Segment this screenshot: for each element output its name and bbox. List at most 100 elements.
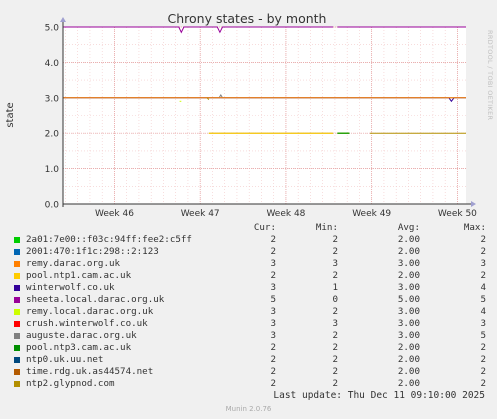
legend-swatch bbox=[14, 333, 20, 339]
legend-name: ntp0.uk.uu.net bbox=[26, 354, 104, 365]
legend: Cur: Min: Avg: Max: 2a01:7e00::f03c:94ff… bbox=[0, 222, 497, 390]
legend-name: auguste.darac.org.uk bbox=[26, 330, 137, 341]
legend-min: 1 bbox=[332, 282, 338, 293]
legend-max: 2 bbox=[480, 270, 486, 281]
legend-min: 2 bbox=[332, 234, 338, 245]
legend-avg: 2.00 bbox=[397, 246, 420, 257]
legend-name: remy.local.darac.org.uk bbox=[26, 306, 154, 317]
series-line bbox=[206, 97, 210, 100]
y-tick-label: 0.0 bbox=[45, 201, 60, 211]
legend-swatch bbox=[14, 237, 20, 243]
legend-name: 2a01:7e00::f03c:94ff:fee2:c5ff bbox=[26, 234, 192, 245]
legend-swatch bbox=[14, 285, 20, 291]
legend-max: 4 bbox=[480, 306, 486, 317]
legend-min: 3 bbox=[332, 258, 338, 269]
legend-min: 2 bbox=[332, 330, 338, 341]
x-tick-label: Week 50 bbox=[438, 209, 477, 219]
legend-min: 2 bbox=[332, 306, 338, 317]
legend-name: pool.ntp3.cam.ac.uk bbox=[26, 342, 132, 353]
legend-min: 0 bbox=[332, 294, 338, 305]
x-tick-label: Week 49 bbox=[352, 209, 391, 219]
legend-header-cur: Cur: bbox=[253, 222, 276, 233]
legend-header-avg: Avg: bbox=[397, 222, 420, 233]
legend-avg: 2.00 bbox=[397, 354, 420, 365]
chart: 0.0 1.0 2.0 3.0 4.0 5.0 Week 46 Week 47 Week 48 W… bbox=[5, 11, 478, 220]
legend-min: 2 bbox=[332, 378, 338, 389]
legend-cur: 2 bbox=[270, 246, 276, 257]
series-line bbox=[63, 26, 334, 34]
chart-title: Chrony states - by month bbox=[168, 11, 327, 26]
y-tick-label: 1.0 bbox=[45, 165, 60, 175]
legend-row: 2a01:7e00::f03c:94ff:fee2:c5ff 2 2 2.00 2 bbox=[0, 234, 497, 246]
legend-row: sheeta.local.darac.org.uk 5 0 5.00 5 bbox=[0, 294, 497, 306]
legend-name: pool.ntp1.cam.ac.uk bbox=[26, 270, 132, 281]
legend-header-min: Min: bbox=[315, 222, 338, 233]
legend-name: remy.darac.org.uk bbox=[26, 258, 121, 269]
legend-cur: 3 bbox=[270, 330, 276, 341]
y-tick-label: 5.0 bbox=[45, 24, 60, 34]
legend-header-max: Max: bbox=[463, 222, 486, 233]
legend-swatch bbox=[14, 309, 20, 315]
legend-name: sheeta.local.darac.org.uk bbox=[26, 294, 165, 305]
legend-max: 2 bbox=[480, 234, 486, 245]
legend-avg: 5.00 bbox=[397, 294, 420, 305]
legend-max: 2 bbox=[480, 354, 486, 365]
legend-avg: 3.00 bbox=[397, 306, 420, 317]
legend-row: ntp0.uk.uu.net 2 2 2.00 2 bbox=[0, 354, 497, 366]
legend-rows: 2a01:7e00::f03c:94ff:fee2:c5ff 2 2 2.00 2 200… bbox=[0, 234, 497, 390]
x-tick-label: Week 46 bbox=[95, 209, 134, 219]
legend-min: 2 bbox=[332, 366, 338, 377]
y-tick-label: 4.0 bbox=[45, 59, 60, 69]
legend-avg: 2.00 bbox=[397, 378, 420, 389]
legend-swatch bbox=[14, 321, 20, 327]
y-axis-label: state bbox=[5, 102, 16, 127]
legend-max: 2 bbox=[480, 342, 486, 353]
y-tick-label: 2.0 bbox=[45, 130, 60, 140]
legend-row: winterwolf.co.uk 3 1 3.00 4 bbox=[0, 282, 497, 294]
legend-row: pool.ntp1.cam.ac.uk 2 2 2.00 2 bbox=[0, 270, 497, 282]
legend-name: time.rdg.uk.as44574.net bbox=[26, 366, 154, 377]
x-tick-label: Week 47 bbox=[181, 209, 220, 219]
tick-labels: 0.0 1.0 2.0 3.0 4.0 5.0 Week 46 Week 47 Week 48 W… bbox=[45, 24, 478, 220]
legend-row: time.rdg.uk.as44574.net 2 2 2.00 2 bbox=[0, 366, 497, 378]
legend-row: crush.winterwolf.co.uk 3 3 3.00 3 bbox=[0, 318, 497, 330]
legend-min: 2 bbox=[332, 270, 338, 281]
x-tick-label: Week 48 bbox=[266, 209, 305, 219]
legend-row: 2001:470:1f1c:298::2:123 2 2 2.00 2 bbox=[0, 246, 497, 258]
legend-swatch bbox=[14, 369, 20, 375]
x-axis-arrow bbox=[471, 201, 476, 207]
legend-cur: 2 bbox=[270, 342, 276, 353]
legend-row: remy.local.darac.org.uk 3 2 3.00 4 bbox=[0, 306, 497, 318]
y-axis-arrow bbox=[60, 17, 66, 22]
legend-row: pool.ntp3.cam.ac.uk 2 2 2.00 2 bbox=[0, 342, 497, 354]
legend-min: 2 bbox=[332, 342, 338, 353]
legend-max: 3 bbox=[480, 258, 486, 269]
legend-avg: 2.00 bbox=[397, 234, 420, 245]
legend-swatch bbox=[14, 261, 20, 267]
legend-avg: 2.00 bbox=[397, 342, 420, 353]
legend-name: crush.winterwolf.co.uk bbox=[26, 318, 148, 329]
series bbox=[63, 26, 466, 134]
legend-max: 2 bbox=[480, 378, 486, 389]
legend-swatch bbox=[14, 273, 20, 279]
munin-version: Munin 2.0.76 bbox=[225, 405, 272, 413]
legend-max: 3 bbox=[480, 318, 486, 329]
legend-min: 2 bbox=[332, 354, 338, 365]
legend-swatch bbox=[14, 381, 20, 387]
legend-name: ntp2.glypnod.com bbox=[26, 378, 115, 389]
legend-name: winterwolf.co.uk bbox=[26, 282, 115, 293]
legend-avg: 3.00 bbox=[397, 318, 420, 329]
legend-avg: 2.00 bbox=[397, 270, 420, 281]
legend-swatch bbox=[14, 297, 20, 303]
legend-cur: 3 bbox=[270, 318, 276, 329]
legend-avg: 2.00 bbox=[397, 366, 420, 377]
legend-swatch bbox=[14, 249, 20, 255]
legend-max: 5 bbox=[480, 294, 486, 305]
legend-row: ntp2.glypnod.com 2 2 2.00 2 bbox=[0, 378, 497, 390]
legend-min: 3 bbox=[332, 318, 338, 329]
legend-max: 2 bbox=[480, 366, 486, 377]
legend-cur: 3 bbox=[270, 306, 276, 317]
last-update: Last update: Thu Dec 11 09:10:00 2025 bbox=[273, 390, 485, 401]
legend-avg: 3.00 bbox=[397, 330, 420, 341]
legend-cur: 2 bbox=[270, 378, 276, 389]
